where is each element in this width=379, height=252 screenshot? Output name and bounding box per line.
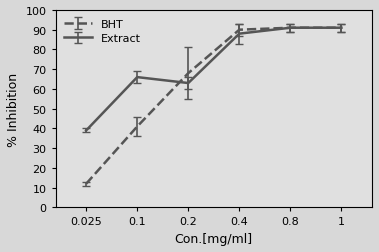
Legend: BHT, Extract: BHT, Extract bbox=[61, 16, 144, 47]
Y-axis label: % Inhibition: % Inhibition bbox=[7, 72, 20, 146]
X-axis label: Con.[mg/ml]: Con.[mg/ml] bbox=[175, 232, 253, 245]
